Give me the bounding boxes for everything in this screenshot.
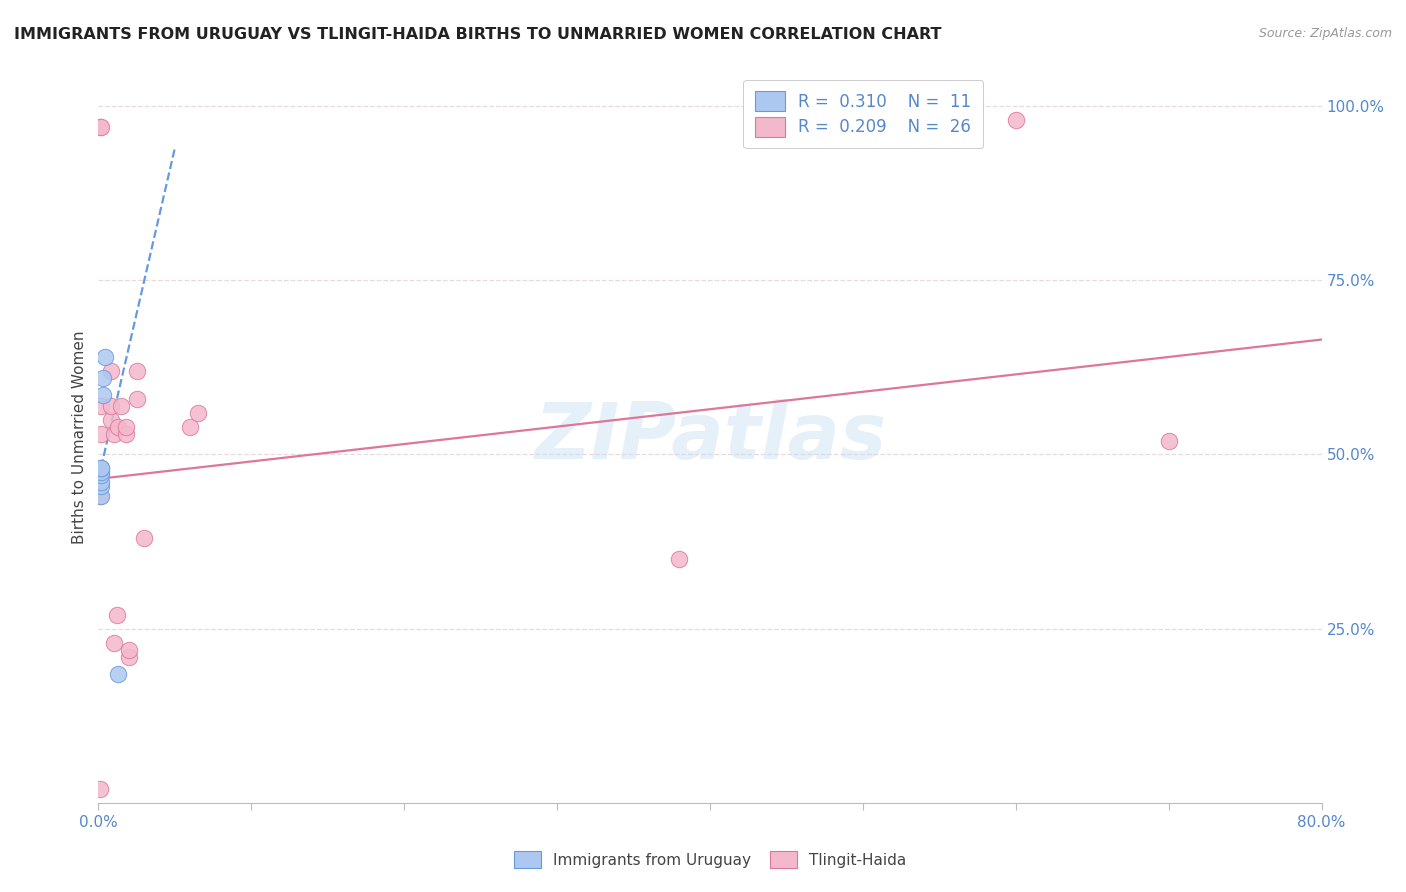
Point xyxy=(107,419,129,434)
Point xyxy=(91,388,114,402)
Point xyxy=(115,419,138,434)
Point xyxy=(103,635,125,649)
Point xyxy=(90,120,112,134)
Point xyxy=(100,412,122,426)
Point xyxy=(100,399,122,413)
Point xyxy=(90,479,112,493)
Point xyxy=(90,489,112,503)
Point xyxy=(134,531,156,545)
Point xyxy=(1157,434,1180,448)
Point xyxy=(90,461,112,475)
Point xyxy=(90,475,112,490)
Point xyxy=(118,649,141,664)
Point xyxy=(90,468,112,483)
Point xyxy=(125,364,148,378)
Point xyxy=(105,607,128,622)
Point xyxy=(90,399,112,413)
Point xyxy=(90,465,112,479)
Point xyxy=(89,781,111,796)
Point xyxy=(110,399,132,413)
Point xyxy=(103,426,125,441)
Point xyxy=(93,350,115,364)
Point xyxy=(100,364,122,378)
Text: Source: ZipAtlas.com: Source: ZipAtlas.com xyxy=(1258,27,1392,40)
Point xyxy=(90,461,112,475)
Point xyxy=(179,419,201,434)
Point xyxy=(107,667,129,681)
Point xyxy=(91,371,114,385)
Point xyxy=(89,489,111,503)
Y-axis label: Births to Unmarried Women: Births to Unmarried Women xyxy=(72,330,87,544)
Point xyxy=(118,642,141,657)
Point xyxy=(125,392,148,406)
Text: IMMIGRANTS FROM URUGUAY VS TLINGIT-HAIDA BIRTHS TO UNMARRIED WOMEN CORRELATION C: IMMIGRANTS FROM URUGUAY VS TLINGIT-HAIDA… xyxy=(14,27,942,42)
Point xyxy=(187,406,209,420)
Text: ZIPatlas: ZIPatlas xyxy=(534,399,886,475)
Point xyxy=(89,120,111,134)
Legend: Immigrants from Uruguay, Tlingit-Haida: Immigrants from Uruguay, Tlingit-Haida xyxy=(506,844,914,876)
Point xyxy=(90,426,112,441)
Point xyxy=(1004,113,1026,128)
Point xyxy=(115,426,138,441)
Point xyxy=(668,552,690,566)
